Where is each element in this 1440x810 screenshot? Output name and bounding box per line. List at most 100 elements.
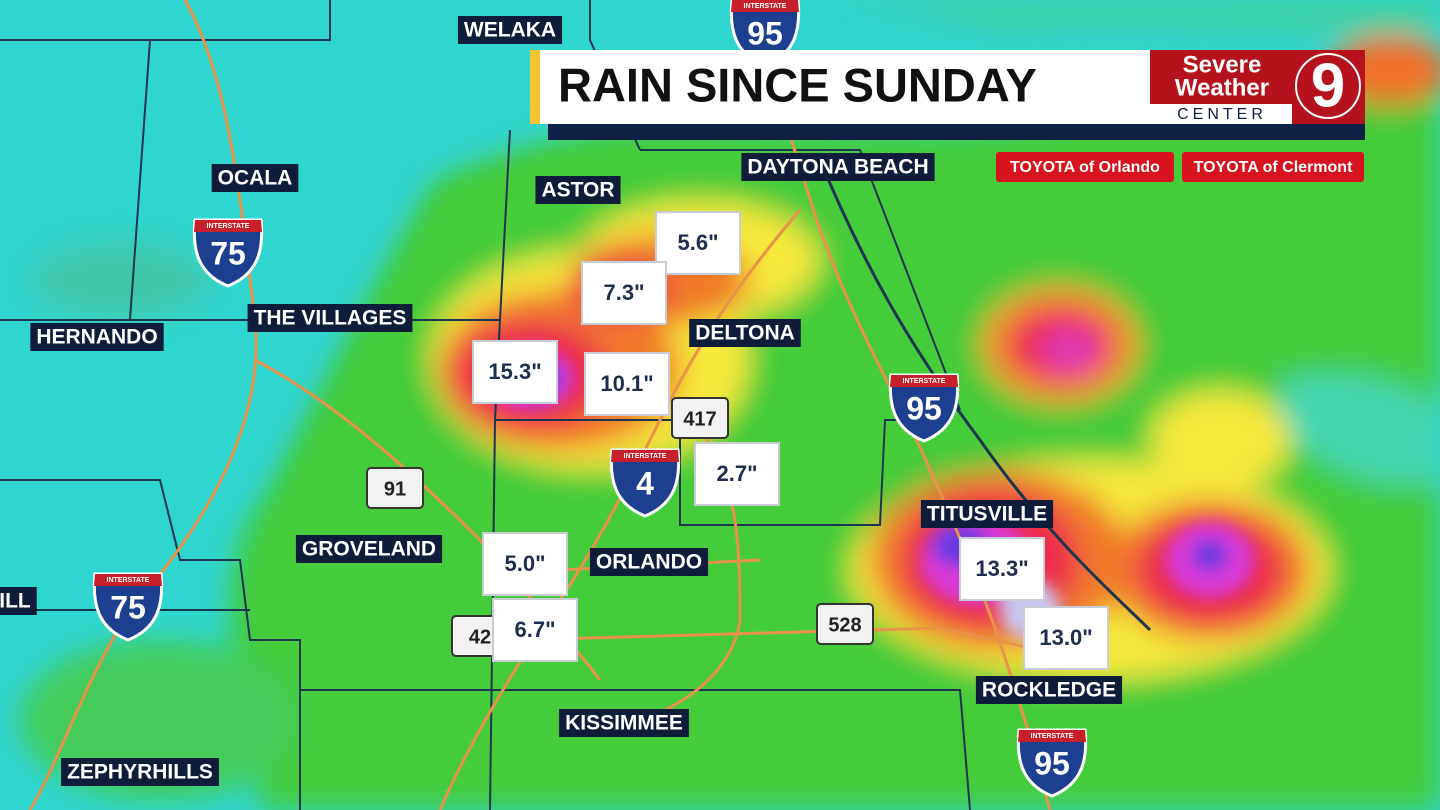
shield-number: 42 — [469, 626, 491, 648]
rain-total-box — [655, 211, 741, 275]
title-bar — [530, 50, 1150, 124]
rain-total: 13.0" — [1039, 625, 1092, 650]
road — [28, 0, 258, 810]
interstate-shield: INTERSTATE 95 — [1016, 728, 1088, 798]
shield-label: INTERSTATE — [744, 3, 787, 10]
city-label-box — [559, 709, 689, 737]
logo-strip — [1150, 104, 1292, 124]
rain-total: 10.1" — [600, 371, 653, 396]
rain-total-box — [581, 261, 667, 325]
interstate-shield: INTERSTATE 95 — [729, 0, 801, 68]
shield-body — [609, 448, 681, 518]
title: RAIN SINCE SUNDAY — [558, 58, 1037, 111]
city-label: DELTONA — [695, 322, 795, 345]
city-label-box — [689, 319, 801, 347]
city-label: ORLANDO — [596, 551, 702, 574]
title-underbar — [548, 124, 1365, 140]
shield-number: 528 — [828, 614, 861, 636]
interstate-shield: INTERSTATE 75 — [192, 218, 264, 288]
city-label: ZEPHYRHILLS — [67, 761, 213, 784]
rain-total: 5.0" — [504, 551, 545, 576]
rain-total: 2.7" — [716, 461, 757, 486]
road — [519, 626, 1041, 652]
road — [438, 209, 802, 810]
city-label: DAYTONA BEACH — [747, 156, 928, 179]
rain-total: 7.3" — [603, 280, 644, 305]
state-road-shield: 91 — [366, 467, 424, 509]
shield-number: 95 — [906, 390, 942, 426]
logo-badge — [1295, 53, 1361, 119]
shield-number: 95 — [747, 15, 783, 51]
city-label-box — [741, 153, 935, 181]
shield-number: 75 — [210, 235, 246, 271]
shield-body — [816, 603, 874, 645]
city-label-box — [589, 548, 709, 576]
shield-body — [192, 218, 264, 288]
shield-label: INTERSTATE — [624, 453, 667, 460]
city-label: THE VILLAGES — [254, 307, 407, 330]
shield-label: INTERSTATE — [903, 378, 946, 385]
city-label-box — [247, 304, 413, 332]
sponsor-badge — [1182, 152, 1364, 182]
shield-top — [890, 375, 958, 387]
rain-total: 15.3" — [488, 359, 541, 384]
shield-number: 95 — [1034, 745, 1070, 781]
header: RAIN SINCE SUNDAY Severe Weather CENTER … — [530, 50, 1365, 182]
rain-total-box — [959, 537, 1045, 601]
city-label: ASTOR — [541, 179, 614, 202]
interstate-shield: INTERSTATE 4 — [609, 448, 681, 518]
city-label-box — [975, 676, 1123, 704]
shield-body — [92, 572, 164, 642]
rain-total-box — [482, 532, 568, 596]
logo-line2: Weather — [1175, 74, 1269, 101]
rain-total-box — [694, 442, 780, 506]
coastline — [818, 159, 1152, 632]
county-line — [495, 419, 940, 526]
city-label: KISSIMMEE — [565, 712, 683, 735]
rain-total-box — [584, 352, 670, 416]
city-label: HERNANDO — [36, 326, 157, 349]
city-labels: WELAKA OCALA ASTOR DAYTONA BEACH THE VILLAGE… — [0, 16, 1123, 786]
city-label: WELAKA — [464, 19, 556, 42]
city-label-box — [211, 164, 299, 192]
sponsor-badge — [996, 152, 1174, 182]
rain-total-box — [472, 340, 558, 404]
logo-line3: CENTER — [1177, 106, 1267, 123]
shield-body — [888, 373, 960, 443]
city-label: ILL — [0, 590, 31, 613]
shield-number: 417 — [683, 408, 716, 430]
shield-top — [194, 220, 262, 232]
city-label-box — [61, 758, 219, 786]
city-label: ROCKLEDGE — [982, 679, 1116, 702]
city-label: GROVELAND — [302, 538, 436, 561]
shield-top — [1018, 730, 1086, 742]
title-accent — [530, 50, 540, 124]
sponsor: TOYOTA of Clermont — [1194, 159, 1353, 176]
city-label-box — [920, 500, 1054, 528]
city-label-box — [0, 587, 37, 615]
rain-total-box — [1023, 606, 1109, 670]
shield-body — [1016, 728, 1088, 798]
logo-line1: Severe — [1183, 51, 1262, 78]
county-lines — [0, 0, 1152, 810]
rain-total: 5.6" — [677, 230, 718, 255]
county-line — [640, 149, 961, 411]
rain-total: 6.7" — [514, 617, 555, 642]
shield-label: INTERSTATE — [107, 577, 150, 584]
city-label: OCALA — [218, 167, 293, 190]
county-line — [0, 0, 331, 41]
shield-body — [366, 467, 424, 509]
sponsor: TOYOTA of Orlando — [1010, 159, 1160, 176]
shield-body — [671, 397, 729, 439]
interstate-shield: INTERSTATE 75 — [92, 572, 164, 642]
city-label-box — [30, 323, 164, 351]
shield-label: INTERSTATE — [207, 223, 250, 230]
shield-number: 75 — [110, 589, 146, 625]
state-road-shield: 528 — [816, 603, 874, 645]
rain-total-box — [492, 598, 578, 662]
highway-shields: INTERSTATE95INTERSTATE75INTERSTATE95INTE… — [92, 0, 1088, 798]
shield-number: 4 — [636, 465, 654, 501]
county-line — [0, 479, 301, 810]
